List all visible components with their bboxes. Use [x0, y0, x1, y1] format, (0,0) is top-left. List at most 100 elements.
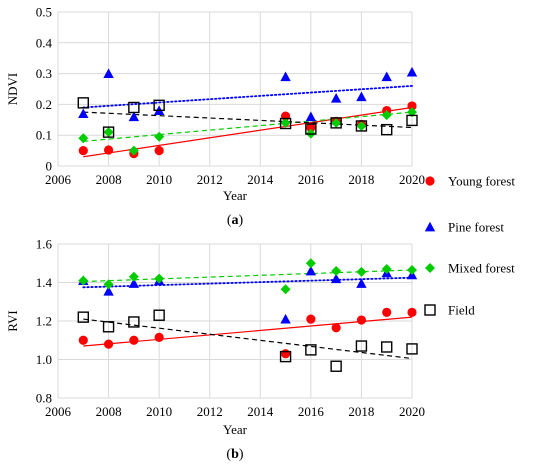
data-point-young-forest — [103, 339, 114, 349]
data-point-young-forest — [154, 146, 164, 156]
legend-label: Pine forest — [448, 220, 504, 235]
x-tick-label: 2014 — [247, 172, 274, 187]
panel-label: (a) — [227, 213, 244, 228]
data-point-field — [153, 99, 165, 112]
data-point-field — [330, 117, 342, 129]
data-point-young-forest — [331, 323, 341, 333]
data-point-young-forest — [306, 122, 316, 133]
data-point-young-forest — [407, 307, 417, 317]
x-tick-label: 2012 — [197, 172, 223, 187]
data-point-pine-forest — [280, 313, 291, 324]
data-point-pine-forest — [406, 66, 418, 77]
data-point-mixed-forest — [331, 117, 342, 128]
data-point-mixed-forest — [280, 284, 291, 295]
y-tick-label: 1.6 — [36, 237, 53, 252]
data-point-field — [406, 114, 418, 127]
data-point-mixed-forest — [356, 120, 367, 131]
data-point-field — [128, 101, 140, 114]
data-point-field — [355, 120, 368, 132]
data-point-field — [305, 344, 317, 356]
data-point-mixed-forest — [356, 266, 367, 277]
data-point-mixed-forest — [128, 145, 139, 156]
data-point-pine-forest — [356, 278, 367, 288]
x-tick-label: 2020 — [399, 404, 425, 419]
y-tick-label: 1.2 — [36, 314, 52, 329]
y-tick-label: 0 — [46, 159, 53, 174]
data-point-young-forest — [306, 314, 316, 324]
legend-marker-mixed-forest — [425, 263, 435, 273]
data-point-pine-forest — [280, 71, 291, 82]
trendline-young-forest — [83, 106, 413, 158]
data-point-young-forest — [356, 315, 367, 325]
data-point-pine-forest — [330, 93, 342, 103]
data-point-field — [102, 321, 115, 333]
data-point-field — [279, 350, 292, 363]
x-tick-label: 2014 — [247, 404, 274, 419]
data-point-mixed-forest — [381, 264, 392, 275]
data-point-pine-forest — [356, 91, 367, 102]
y-tick-label: 1.4 — [36, 275, 53, 290]
legend-label: Young forest — [448, 174, 515, 189]
x-tick-label: 2012 — [197, 404, 223, 419]
data-point-young-forest — [129, 335, 139, 345]
data-point-young-forest — [78, 146, 88, 156]
data-point-mixed-forest — [381, 110, 392, 121]
legend-marker-pine-forest — [424, 221, 436, 232]
data-point-pine-forest — [305, 265, 317, 276]
x-tick-label: 2016 — [298, 404, 325, 419]
data-point-mixed-forest — [154, 273, 165, 284]
y-tick-label: 0.5 — [36, 5, 52, 20]
data-point-mixed-forest — [78, 275, 89, 286]
x-tick-label: 2006 — [45, 172, 72, 187]
data-point-mixed-forest — [305, 258, 316, 269]
x-axis-title: Year — [223, 188, 248, 203]
data-point-field — [406, 343, 418, 355]
data-point-pine-forest — [128, 278, 140, 288]
x-tick-label: 2018 — [348, 404, 374, 419]
data-point-mixed-forest — [103, 127, 114, 138]
data-point-mixed-forest — [103, 279, 114, 290]
trendline-pine-forest — [82, 276, 413, 289]
y-axis-title: RVI — [5, 310, 20, 331]
data-point-field — [279, 117, 292, 130]
y-tick-label: 0.4 — [36, 35, 53, 50]
y-axis-title: NDVI — [5, 73, 20, 106]
data-point-pine-forest — [330, 273, 342, 284]
x-tick-label: 2008 — [96, 404, 122, 419]
x-tick-label: 2016 — [298, 172, 325, 187]
legend: Young forest Pine forest Mixed forest Field — [424, 174, 515, 318]
data-point-field — [330, 360, 342, 372]
data-point-field — [77, 97, 89, 109]
data-point-field — [381, 341, 393, 353]
x-tick-label: 2010 — [146, 404, 172, 419]
x-tick-label: 2006 — [45, 404, 72, 419]
data-point-pine-forest — [128, 111, 140, 122]
y-tick-label: 0.8 — [36, 391, 52, 406]
legend-label: Field — [448, 303, 475, 318]
trendline-mixed-forest — [83, 111, 413, 142]
data-point-pine-forest — [103, 68, 114, 79]
data-point-field — [102, 126, 115, 138]
data-point-field — [128, 316, 140, 328]
legend-label: Mixed forest — [448, 261, 515, 276]
data-point-mixed-forest — [407, 264, 417, 275]
y-tick-label: 1.0 — [36, 352, 52, 367]
data-point-mixed-forest — [280, 117, 291, 128]
data-point-pine-forest — [305, 111, 317, 122]
data-point-pine-forest — [78, 108, 89, 119]
data-point-mixed-forest — [331, 265, 342, 276]
panel-label: (b) — [226, 447, 243, 462]
data-point-field — [77, 311, 89, 323]
x-tick-label: 2018 — [348, 172, 374, 187]
x-tick-label: 2020 — [399, 172, 425, 187]
data-point-mixed-forest — [128, 271, 139, 282]
data-point-field — [355, 340, 368, 352]
chart-panel-a: 0 0.1 0.2 0.3 0.4 0.5 2006 2008 2010 2012 2014 2016… — [5, 5, 425, 229]
y-tick-label: 0.1 — [36, 128, 52, 143]
x-axis-title: Year — [223, 422, 248, 437]
data-point-young-forest — [103, 145, 114, 155]
legend-marker-field — [424, 304, 436, 316]
data-point-field — [305, 123, 317, 135]
data-point-young-forest — [280, 349, 291, 359]
